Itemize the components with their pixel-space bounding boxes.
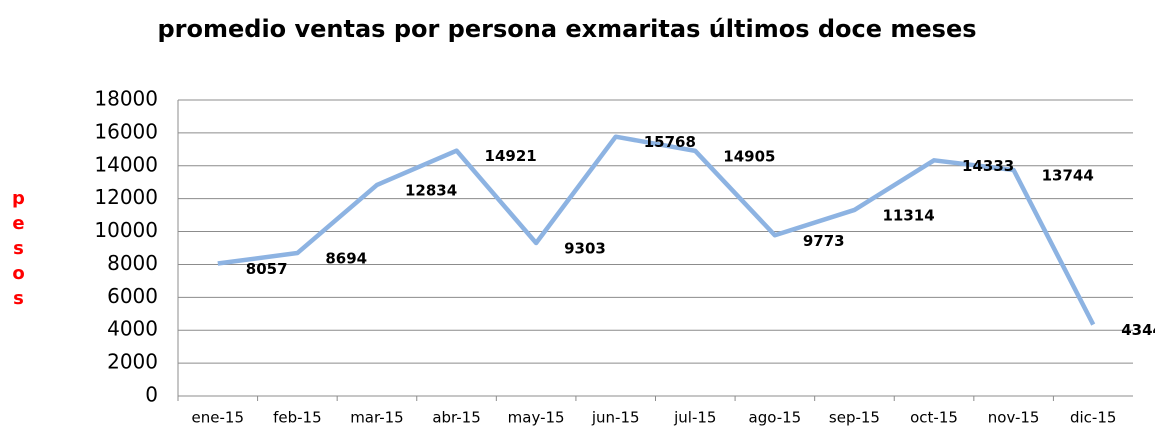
y-tick-label: 16000 [94, 119, 158, 143]
data-label: 8694 [325, 250, 367, 268]
data-label: 8057 [246, 260, 288, 278]
x-tick-label: oct-15 [910, 409, 958, 427]
x-tick-label: mar-15 [350, 409, 404, 427]
y-tick-label: 2000 [107, 350, 158, 374]
chart-title: promedio ventas por persona exmaritas úl… [157, 15, 976, 43]
x-tick-label: sep-15 [829, 409, 880, 427]
y-tick-label: 14000 [94, 152, 158, 176]
x-tick-label: jul-15 [673, 409, 716, 427]
x-tick-label: dic-15 [1070, 409, 1116, 427]
y-tick-label: 4000 [107, 317, 158, 341]
y-tick-label: 0 [145, 383, 158, 407]
x-tick-label: jun-15 [591, 409, 640, 427]
x-tick-label: may-15 [508, 409, 565, 427]
x-tick-label: feb-15 [273, 409, 322, 427]
y-tick-label: 12000 [94, 185, 158, 209]
data-label: 14921 [485, 147, 537, 165]
line [217, 134, 1096, 326]
data-label: 13744 [1042, 166, 1094, 184]
data-label: 9773 [803, 232, 845, 250]
y-tick-label: 10000 [94, 218, 158, 242]
data-label: 11314 [882, 206, 934, 224]
y-axis-label: pesos [8, 188, 29, 313]
data-label: 15768 [644, 133, 696, 151]
y-tick-label: 6000 [107, 284, 158, 308]
data-label: 12834 [405, 181, 457, 199]
x-tick-label: nov-15 [988, 409, 1040, 427]
x-tick-label: ago-15 [749, 409, 802, 427]
data-label: 9303 [564, 240, 606, 258]
x-tick-label: abr-15 [432, 409, 480, 427]
data-label: 14905 [723, 147, 775, 165]
data-label: 4344 [1121, 321, 1155, 339]
y-tick-label: 18000 [94, 87, 158, 111]
x-tick-label: ene-15 [192, 409, 244, 427]
data-label: 14333 [962, 157, 1014, 175]
y-tick-label: 8000 [107, 251, 158, 275]
